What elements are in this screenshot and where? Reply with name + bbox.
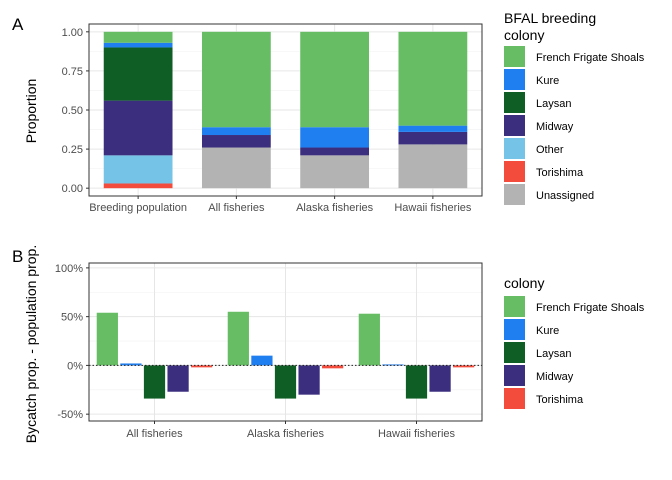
bar-torishima (453, 365, 475, 368)
bar-segment-unassigned (398, 144, 468, 189)
bar-segment-midway (398, 131, 468, 145)
panel-b-border (88, 262, 483, 422)
panel-a-legend-label: Laysan (536, 98, 571, 110)
panel-a-legend-label: Kure (536, 75, 559, 87)
panel-b-legend-label: Kure (536, 325, 559, 337)
bar-segment-kure (201, 127, 271, 136)
bar-segment-kure (398, 125, 468, 132)
panel-a-legend-label: Torishima (536, 167, 584, 179)
bar-segment-kure (300, 127, 370, 148)
panel-b-y-tick-label: -50% (57, 409, 83, 421)
panel-a-legend-swatch-french-frigate-shoals (504, 46, 525, 67)
panel-b-legend-label: Laysan (536, 348, 571, 360)
panel-a-x-tick-label: Breeding population (89, 202, 187, 214)
bar-segment-other (103, 155, 173, 184)
panel-a-y-axis-title: Proportion (23, 79, 39, 144)
panel-a-plot-area: 0.00 0.25 0.50 0.75 1.00 Breeding population A… (62, 23, 483, 214)
panel-b-y-tick-label: 50% (61, 312, 83, 324)
panel-a-legend-swatch-other (504, 138, 525, 159)
panel-a-legend-label: Unassigned (536, 190, 594, 202)
bar-kure (120, 363, 142, 366)
panel-a-y-tick-label: 0.00 (62, 183, 83, 195)
panel-b-plot-area: -50% 0% 50% 100% All fisheries Alaska fisheri… (55, 262, 483, 440)
bar-torishima (322, 365, 344, 369)
panel-b-y-axis-title: Bycatch prop. - population prop. (23, 245, 39, 443)
panel-a-tag: A (12, 15, 24, 34)
panel-b-legend-title: colony (504, 275, 544, 291)
panel-a-legend-swatch-laysan (504, 92, 525, 113)
bar-segment-french-frigate-shoals (103, 31, 173, 43)
panel-a-legend-swatch-torishima (504, 161, 525, 182)
panel-a-legend-label: French Frigate Shoals (536, 52, 645, 64)
panel-b-y-tick-label: 100% (55, 263, 83, 275)
bar-kure (251, 355, 273, 366)
bar-french-frigate-shoals (96, 312, 118, 366)
panel-a-y-tick-label: 0.75 (62, 66, 83, 78)
panel-b-x-tick-label: All fisheries (126, 428, 183, 440)
panel-a-x-tick-label: Hawaii fisheries (394, 202, 472, 214)
panel-a-x-tick-label: All fisheries (208, 202, 265, 214)
panel-b-legend-label: French Frigate Shoals (536, 302, 645, 314)
bar-segment-french-frigate-shoals (300, 31, 370, 128)
panel-b-legend: colony French Frigate Shoals Kure Laysan Mid… (504, 275, 645, 409)
panel-a-legend-label: Other (536, 144, 564, 156)
bar-french-frigate-shoals (358, 313, 380, 366)
panel-a-y-tick-label: 0.25 (62, 144, 83, 156)
bar-torishima (191, 365, 213, 368)
bar-segment-midway (103, 100, 173, 156)
panel-a: A Proportion 0.00 0.25 0.50 0.75 1.00 Breedin… (12, 10, 645, 214)
panel-b-legend-swatch-french-frigate-shoals (504, 296, 525, 317)
panel-b-y-tick-label: 0% (67, 360, 83, 372)
bar-segment-french-frigate-shoals (201, 31, 271, 128)
bar-laysan (405, 365, 428, 399)
panel-b-x-tick-label: Hawaii fisheries (378, 428, 456, 440)
bar-segment-laysan (103, 47, 173, 101)
panel-a-legend-title: colony (504, 27, 544, 43)
bar-laysan (143, 365, 166, 399)
panel-b-legend-swatch-midway (504, 365, 525, 386)
panel-b-legend-swatch-laysan (504, 342, 525, 363)
bar-segment-midway (300, 147, 370, 156)
panel-a-y-tick-label: 0.50 (62, 105, 83, 117)
panel-b: B Bycatch prop. - population prop. -50% 0… (12, 245, 645, 443)
panel-b-legend-swatch-kure (504, 319, 525, 340)
panel-b-x-tick-label: Alaska fisheries (247, 428, 325, 440)
bar-segment-torishima (103, 183, 173, 189)
panel-a-y-tick-label: 1.00 (62, 27, 83, 39)
bar-laysan (274, 365, 297, 399)
panel-b-tag: B (12, 247, 23, 266)
bar-french-frigate-shoals (227, 311, 249, 366)
panel-a-legend-swatch-kure (504, 69, 525, 90)
bar-segment-french-frigate-shoals (398, 31, 468, 126)
panel-a-legend-title: BFAL breeding (504, 10, 596, 26)
bar-segment-midway (201, 135, 271, 148)
panel-b-legend-label: Torishima (536, 394, 584, 406)
bar-segment-unassigned (201, 147, 271, 189)
panel-a-x-tick-label: Alaska fisheries (296, 202, 374, 214)
bar-midway (298, 365, 320, 395)
bar-midway (167, 365, 189, 392)
panel-a-border (88, 23, 483, 197)
panel-a-legend-label: Midway (536, 121, 574, 133)
panel-b-legend-label: Midway (536, 371, 574, 383)
panel-a-legend-swatch-midway (504, 115, 525, 136)
bar-segment-kure (103, 42, 173, 48)
bar-segment-unassigned (300, 155, 370, 189)
panel-a-legend-swatch-unassigned (504, 184, 525, 205)
bar-midway (429, 365, 451, 392)
bar-kure (382, 364, 404, 366)
panel-b-legend-swatch-torishima (504, 388, 525, 409)
